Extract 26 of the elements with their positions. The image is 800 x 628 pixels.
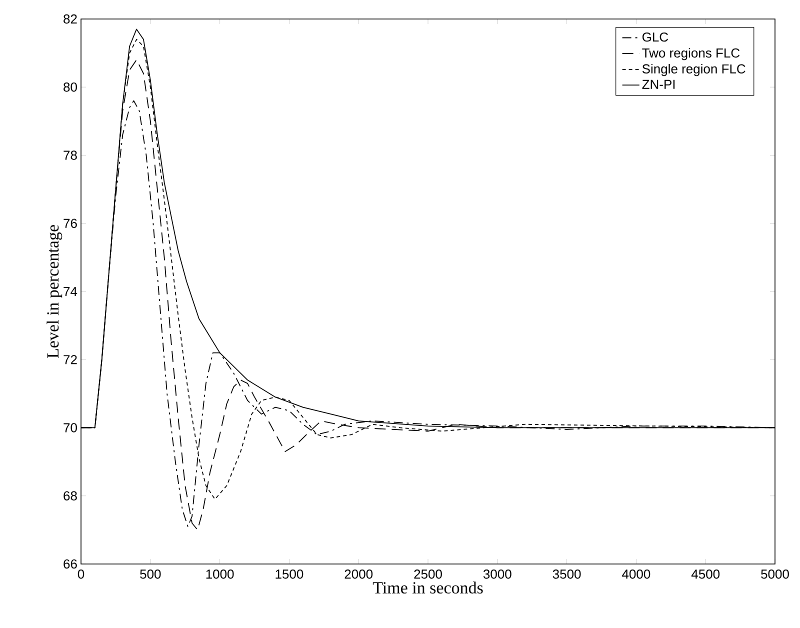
x-tick-label: 3500 bbox=[552, 570, 581, 579]
legend-label: Two regions FLC bbox=[642, 48, 740, 60]
x-tick-label: 0 bbox=[78, 570, 84, 579]
y-tick-label: 74 bbox=[64, 287, 78, 296]
x-tick-label: 1500 bbox=[276, 570, 304, 579]
x-tick-label: 2000 bbox=[344, 570, 373, 579]
legend-label: ZN-PI bbox=[642, 80, 675, 89]
y-tick-label: 70 bbox=[64, 423, 77, 432]
y-tick-label: 76 bbox=[64, 218, 77, 228]
x-tick-label: 2500 bbox=[414, 570, 442, 579]
legend-label: GLC bbox=[642, 32, 668, 42]
x-tick-label: 1000 bbox=[206, 570, 234, 579]
y-tick-label: 78 bbox=[64, 150, 77, 160]
x-tick-label: 5000 bbox=[761, 570, 789, 579]
y-tick-label: 82 bbox=[64, 14, 77, 24]
y-tick-label: 72 bbox=[64, 355, 77, 364]
y-tick-label: 80 bbox=[64, 82, 77, 92]
x-axis-title: Time in seconds bbox=[372, 582, 483, 594]
x-tick-label: 4500 bbox=[691, 570, 720, 579]
y-tick-label: 68 bbox=[64, 491, 77, 500]
x-tick-label: 3000 bbox=[483, 570, 512, 579]
y-axis-title: Level in percentage bbox=[46, 225, 62, 358]
y-tick-label: 66 bbox=[64, 559, 77, 569]
x-tick-label: 4000 bbox=[622, 570, 650, 579]
legend-label: Single region FLC bbox=[642, 64, 746, 76]
x-tick-label: 500 bbox=[140, 570, 161, 579]
